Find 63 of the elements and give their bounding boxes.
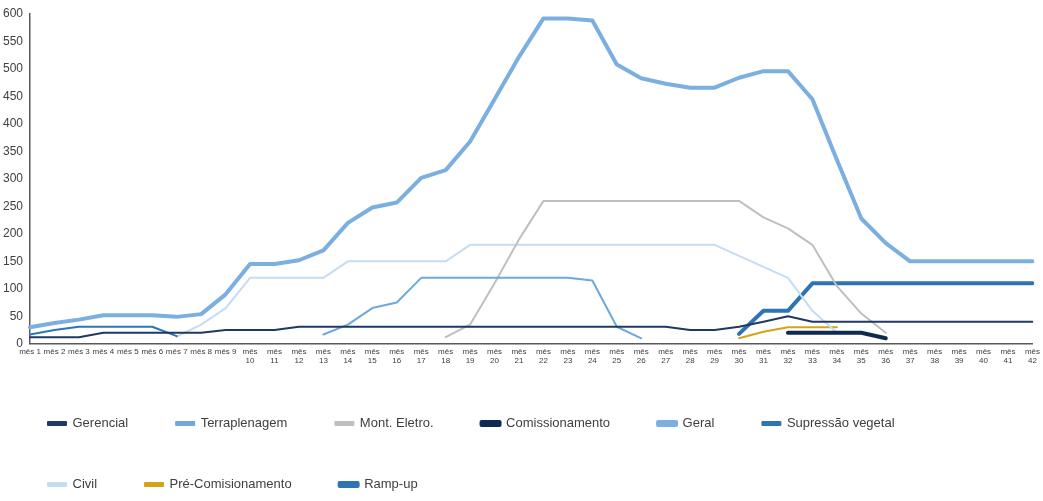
- x-tick-label: mês 32: [780, 346, 796, 366]
- legend-label: Ramp-up: [364, 476, 418, 492]
- x-tick-label: mês 7: [165, 346, 189, 356]
- y-tick-label: 500: [2, 61, 24, 76]
- x-tick-label: mês 34: [829, 346, 845, 366]
- legend-label: Terraplenagem: [200, 415, 288, 431]
- legend-label: Civil: [72, 476, 98, 492]
- x-tick-label: mês 8: [190, 346, 213, 356]
- x-tick-label: mês 13: [315, 346, 331, 366]
- x-tick-label: mês 12: [291, 346, 307, 366]
- x-tick-label: mês 6: [141, 346, 164, 356]
- x-tick-label: mês 30: [731, 346, 747, 366]
- x-tick-label: mês 2: [43, 346, 66, 356]
- x-tick-label: mês 18: [438, 346, 454, 366]
- x-tick-label: mês 27: [658, 346, 674, 366]
- x-tick-label: mês 1: [19, 346, 42, 356]
- x-tick-label: mês 4: [92, 346, 115, 356]
- x-tick-label: mês 33: [804, 346, 820, 366]
- x-tick-label: mês 31: [755, 346, 772, 366]
- y-tick-label: 100: [2, 281, 24, 296]
- y-tick-label: 400: [2, 116, 24, 131]
- legend-label: Gerencial: [72, 415, 129, 431]
- y-tick-label: 250: [2, 198, 24, 213]
- x-tick-label: mês 29: [707, 346, 723, 366]
- x-tick-label: mês 23: [560, 346, 576, 366]
- x-tick-label: mês 42: [1024, 346, 1041, 366]
- x-tick-label: mês 11: [266, 346, 283, 366]
- legend-label: Comissionamento: [506, 415, 611, 431]
- y-tick-label: 50: [9, 308, 24, 323]
- x-tick-label: mês 9: [214, 346, 238, 356]
- y-tick-label: 150: [2, 253, 24, 268]
- legend-label: Pré-Comisionamento: [169, 476, 292, 492]
- x-tick-label: mês 24: [584, 346, 600, 366]
- x-tick-label: mês 37: [902, 346, 918, 366]
- x-tick-label: mês 14: [340, 346, 356, 366]
- y-tick-label: 350: [2, 143, 24, 158]
- x-tick-label: mês 22: [535, 346, 552, 366]
- x-tick-label: mês 28: [682, 346, 698, 366]
- legend-label: Mont. Eletro.: [359, 415, 434, 431]
- x-tick-label: mês 16: [389, 346, 405, 366]
- x-tick-label: mês 17: [413, 346, 429, 366]
- x-tick-label: mês 40: [975, 346, 992, 366]
- x-tick-label: mês 19: [462, 346, 478, 366]
- y-tick-label: 450: [2, 88, 24, 103]
- x-tick-label: mês 38: [927, 346, 943, 366]
- x-tick-label: mês 35: [853, 346, 869, 366]
- y-tick-label: 600: [2, 6, 24, 21]
- x-tick-label: mês 36: [878, 346, 894, 366]
- x-tick-label: mês 41: [1000, 346, 1016, 366]
- legend-label: Supressão vegetal: [786, 415, 895, 431]
- y-tick-label: 200: [2, 226, 24, 241]
- x-tick-label: mês 25: [609, 346, 625, 366]
- y-tick-label: 550: [2, 33, 24, 48]
- x-tick-label: mês 20: [487, 346, 503, 366]
- x-tick-label: mês 10: [242, 346, 258, 366]
- x-tick-label: mês 39: [951, 346, 967, 366]
- x-tick-label: mês 5: [116, 346, 140, 356]
- x-tick-label: mês 26: [633, 346, 649, 366]
- x-tick-label: mês 15: [364, 346, 380, 366]
- legend-label: Geral: [682, 415, 715, 431]
- y-tick-label: 300: [2, 171, 24, 186]
- x-tick-label: mês 21: [511, 346, 527, 366]
- x-tick-label: mês 3: [68, 346, 91, 356]
